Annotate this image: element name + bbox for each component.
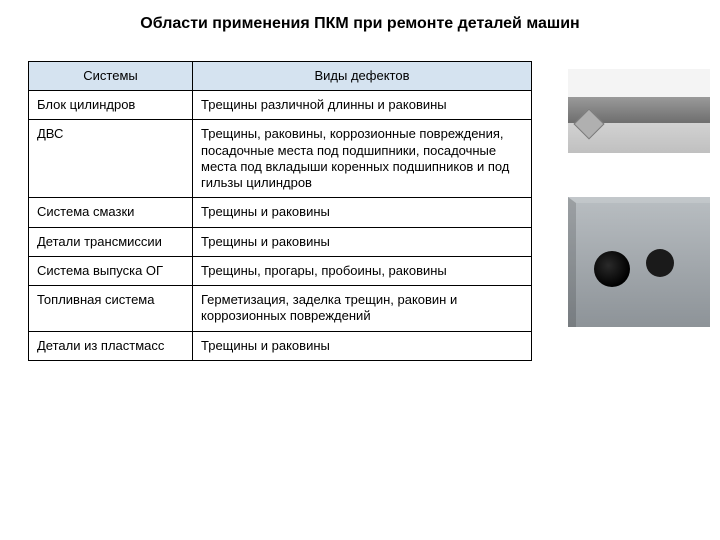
- cell-defect: Трещины, прогары, пробоины, раковины: [193, 256, 532, 285]
- table-header-defects: Виды дефектов: [193, 61, 532, 90]
- table-row: ДВС Трещины, раковины, коррозионные повр…: [29, 120, 532, 198]
- cell-system: Блок цилиндров: [29, 91, 193, 120]
- table-row: Детали трансмиссии Трещины и раковины: [29, 227, 532, 256]
- table-row: Топливная система Герметизация, заделка …: [29, 286, 532, 332]
- defects-table: Системы Виды дефектов Блок цилиндров Тре…: [28, 61, 532, 361]
- engine-block-photo: [568, 197, 710, 327]
- cell-system: Детали трансмиссии: [29, 227, 193, 256]
- content-area: Системы Виды дефектов Блок цилиндров Тре…: [0, 43, 720, 361]
- table-header-systems: Системы: [29, 61, 193, 90]
- cell-defect: Трещины и раковины: [193, 198, 532, 227]
- table-row: Блок цилиндров Трещины различной длинны …: [29, 91, 532, 120]
- metal-bar-bolt-photo: [568, 69, 710, 153]
- cell-system: Топливная система: [29, 286, 193, 332]
- cell-defect: Трещины и раковины: [193, 227, 532, 256]
- image-column: [568, 61, 710, 327]
- table-header-row: Системы Виды дефектов: [29, 61, 532, 90]
- cell-system: Система выпуска ОГ: [29, 256, 193, 285]
- cell-defect: Трещины и раковины: [193, 331, 532, 360]
- cell-defect: Герметизация, заделка трещин, раковин и …: [193, 286, 532, 332]
- page-title: Области применения ПКМ при ремонте детал…: [0, 0, 720, 43]
- cell-defect: Трещины различной длинны и раковины: [193, 91, 532, 120]
- table-row: Система смазки Трещины и раковины: [29, 198, 532, 227]
- table-row: Система выпуска ОГ Трещины, прогары, про…: [29, 256, 532, 285]
- cell-system: ДВС: [29, 120, 193, 198]
- cell-system: Система смазки: [29, 198, 193, 227]
- cell-system: Детали из пластмасс: [29, 331, 193, 360]
- table-row: Детали из пластмасс Трещины и раковины: [29, 331, 532, 360]
- cell-defect: Трещины, раковины, коррозионные поврежде…: [193, 120, 532, 198]
